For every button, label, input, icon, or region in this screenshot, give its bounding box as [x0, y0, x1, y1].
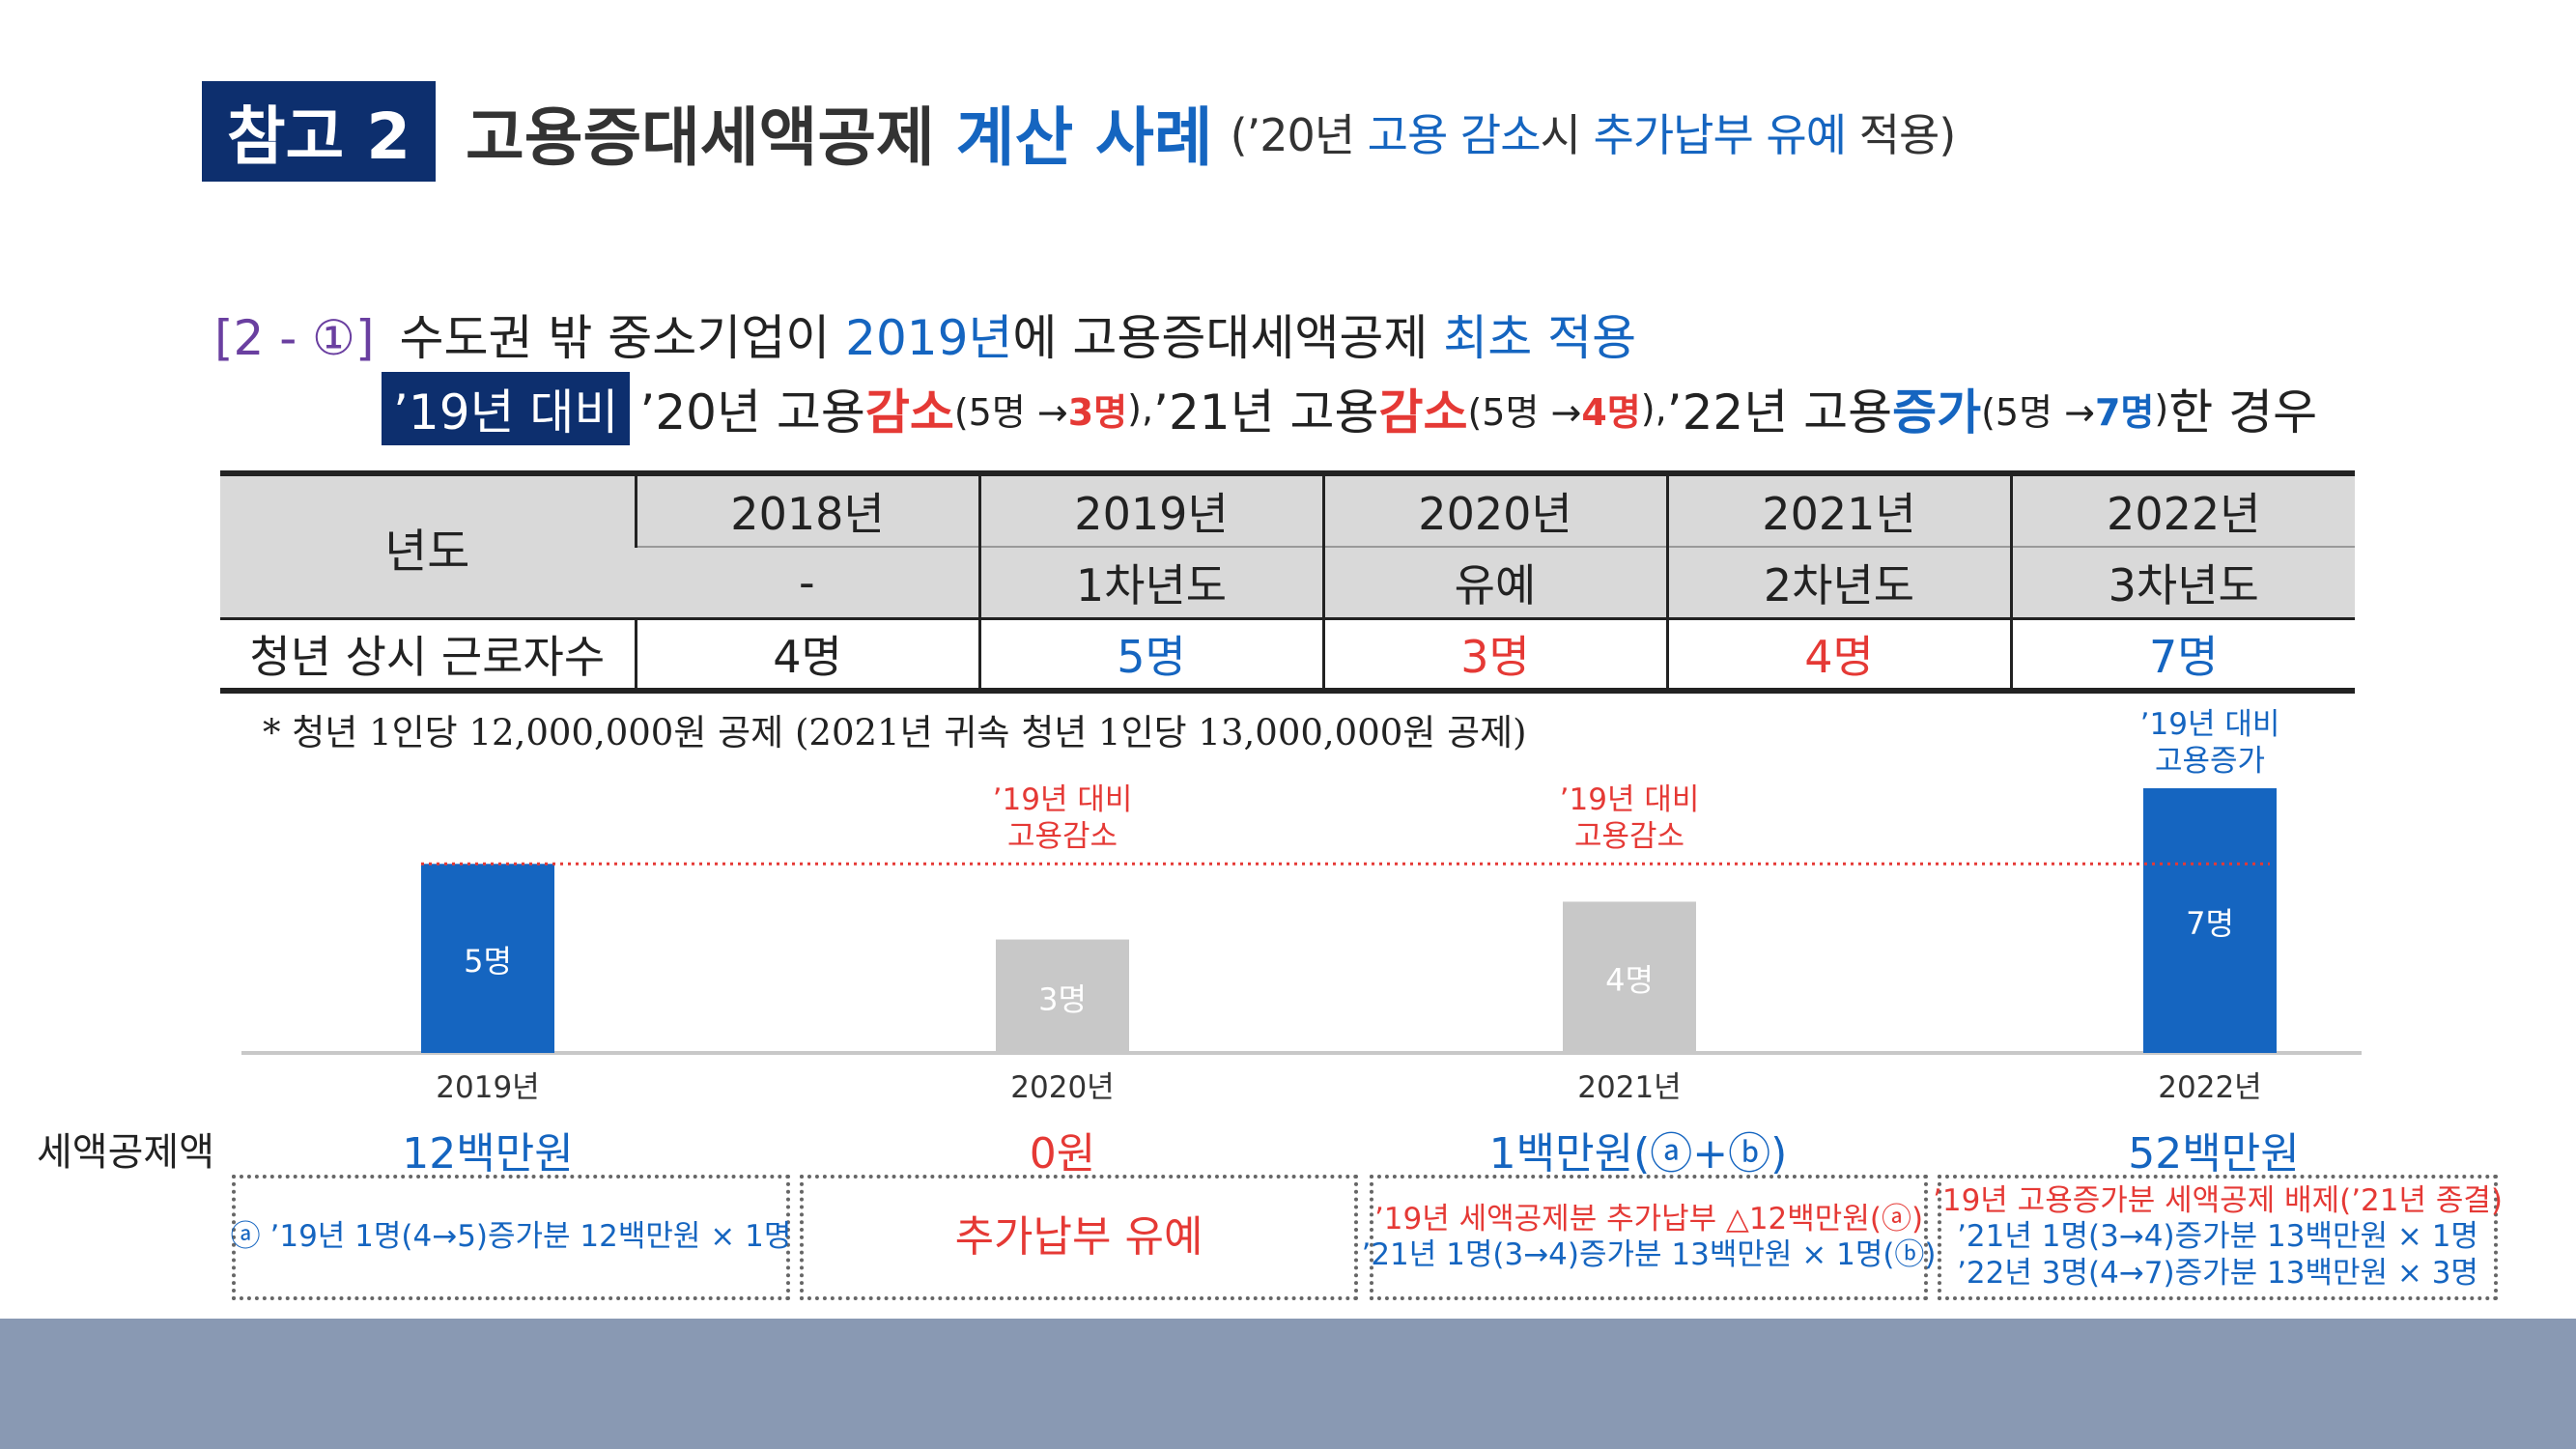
scenario-text-a: 수도권 밖 중소기업이 [399, 310, 846, 366]
y21-paren-c: ), [1640, 387, 1667, 430]
explanation-line: 추가납부 유예 [954, 1211, 1203, 1262]
scenario-first-apply: 최초 적용 [1443, 310, 1637, 366]
tax-credit-amount: 0원 [1029, 1129, 1096, 1179]
scenario-year: 2019년 [845, 310, 1013, 366]
title-subtitle: (’20년 고용 감소시 추가납부 유예 적용) [1230, 100, 1957, 164]
chart-annotation: ’19년 대비 [1560, 782, 1700, 817]
subtitle-mid: 시 [1540, 109, 1594, 161]
table-row-years: 년도 2018년 2019년 2020년 2021년 2022년 [220, 470, 2355, 619]
chart-annotation: 고용증가 [2155, 744, 2265, 779]
table-row-periods: - 1차년도 유예 2차년도 3차년도 [220, 546, 2355, 619]
y20-paren-a: (5명 → [953, 390, 1068, 434]
chart-category-label: 2020년 [1010, 1070, 1114, 1105]
explanation-box-2021: ’19년 세액공제분 추가납부 △12백만원(ⓐ) ’21년 1명(3→4)증가분… [1361, 1175, 1937, 1300]
title-main: 고용증대세액공제 [466, 100, 935, 175]
chart-annotation: ’19년 대비 [993, 782, 1133, 817]
period-cell: 3차년도 [2009, 546, 2355, 619]
y21-decrease: 감소 [1378, 384, 1468, 440]
chart-category-label: 2021년 [1577, 1070, 1681, 1105]
employment-table: 년도 2018년 2019년 2020년 2021년 2022년 - 1차년도 … [220, 470, 2355, 694]
subtitle-open: (’20년 [1230, 109, 1368, 161]
y22-paren-a: (5명 → [1981, 390, 2095, 434]
explanation-line: ’22년 3명(4→7)증가분 13백만원 × 3명 [1957, 1255, 2478, 1291]
year-cell: 2018년 [634, 470, 979, 547]
y22-text: ’22년 고용 [1666, 384, 1893, 440]
footnote: * 청년 1인당 12,000,000원 공제 (2021년 귀속 청년 1인당… [263, 712, 1527, 753]
footer-band [0, 1319, 2576, 1449]
workers-cell: 4명 [634, 617, 979, 694]
y20-paren-c: ), [1127, 387, 1154, 430]
chart-bar [421, 864, 554, 1053]
chart-value-label: 7명 [2186, 905, 2234, 942]
period-cell: 2차년도 [1665, 546, 2011, 619]
explanation-line: ’19년 세액공제분 추가납부 △12백만원(ⓐ) [1373, 1201, 1924, 1236]
row-header-year: 년도 [220, 470, 636, 619]
workers-cell: 4명 [1665, 617, 2011, 694]
page-title: 고용증대세액공제 계산 사례 (’20년 고용 감소시 추가납부 유예 적용) [466, 89, 1957, 176]
case-label: [2 - ①] [214, 310, 375, 366]
year-cell: 2019년 [977, 470, 1323, 547]
year-cell: 2022년 [2009, 470, 2355, 547]
chart-bar [996, 939, 1129, 1053]
y20-text: ’20년 고용 [639, 384, 865, 440]
period-cell: 1차년도 [977, 546, 1323, 619]
chart-bar [1563, 901, 1696, 1053]
chart-value-label: 3명 [1038, 980, 1087, 1017]
year-cell: 2020년 [1321, 470, 1667, 547]
explanation-box-2020: 추가납부 유예 [800, 1175, 1358, 1300]
y21-text: ’21년 고용 [1153, 384, 1379, 440]
chart-annotation: 고용감소 [1574, 819, 1684, 854]
chart-category-label: 2019년 [436, 1070, 539, 1105]
scenario-end: 한 경우 [2168, 384, 2318, 440]
y21-paren-a: (5명 → [1467, 390, 1582, 434]
tax-credit-label: 세액공제액 [37, 1130, 214, 1175]
tax-credit-amount: 1백만원(ⓐ+ⓑ) [1488, 1129, 1788, 1179]
y22-paren-b: 7명 [2094, 390, 2155, 434]
subtitle-close: 적용) [1846, 109, 1957, 161]
year-cell: 2021년 [1665, 470, 2011, 547]
subtitle-deferral: 추가납부 유예 [1593, 109, 1848, 161]
y22-paren-c: ) [2154, 387, 2169, 430]
table-row-workers: 청년 상시 근로자수 4명 5명 3명 4명 7명 [220, 617, 2355, 694]
title-highlight: 계산 사례 [955, 100, 1213, 175]
subtitle-employment-decrease: 고용 감소 [1367, 109, 1542, 161]
y20-paren-b: 3명 [1067, 390, 1128, 434]
tax-credit-amount: 12백만원 [402, 1129, 574, 1179]
explanation-line: ’21년 1명(3→4)증가분 13백만원 × 1명(ⓑ) [1361, 1237, 1937, 1272]
scenario-text-b: 에 고용증대세액공제 [1012, 310, 1444, 366]
y21-paren-b: 4명 [1581, 390, 1641, 434]
workers-cell: 3명 [1321, 617, 1667, 694]
workers-cell: 5명 [977, 617, 1323, 694]
chart-value-label: 5명 [464, 943, 512, 980]
explanation-box-2022: ’19년 고용증가분 세액공제 배제(’21년 종결) ’21년 1명(3→4)증… [1933, 1175, 2503, 1300]
baseline-tag: ’19년 대비 [382, 372, 631, 445]
chart-annotation: ’19년 대비 [2140, 707, 2280, 742]
workers-cell: 7명 [2009, 617, 2355, 694]
chart-bar [2143, 788, 2277, 1053]
explanation-box-2019: ⓐ ’19년 1명(4→5)증가분 12백만원 × 1명 [230, 1175, 792, 1300]
period-cell: 유예 [1321, 546, 1667, 619]
explanation-line: ’19년 고용증가분 세액공제 배제(’21년 종결) [1933, 1183, 2504, 1219]
scenario-line-2: ’19년 대비 ’20년 고용 감소 (5명 → 3명), ’21년 고용 감소(… [382, 372, 2317, 445]
explanation-line: ’21년 1명(3→4)증가분 13백만원 × 1명 [1957, 1219, 2478, 1255]
period-cell: - [636, 546, 979, 619]
tax-credit-amount: 52백만원 [2128, 1129, 2300, 1179]
chart-category-label: 2022년 [2158, 1070, 2261, 1105]
workers-label: 청년 상시 근로자수 [220, 617, 636, 694]
y20-decrease: 감소 [864, 384, 954, 440]
y22-increase: 증가 [1892, 384, 1982, 440]
explanation-line: ⓐ ’19년 1명(4→5)증가분 12백만원 × 1명 [230, 1219, 792, 1255]
chart-annotation: 고용감소 [1007, 819, 1118, 854]
reference-badge: 참고 2 [202, 81, 436, 182]
scenario-line-1: [2 - ①] 수도권 밖 중소기업이 2019년에 고용증대세액공제 최초 적용 [214, 299, 1636, 369]
chart-value-label: 4명 [1605, 962, 1654, 999]
